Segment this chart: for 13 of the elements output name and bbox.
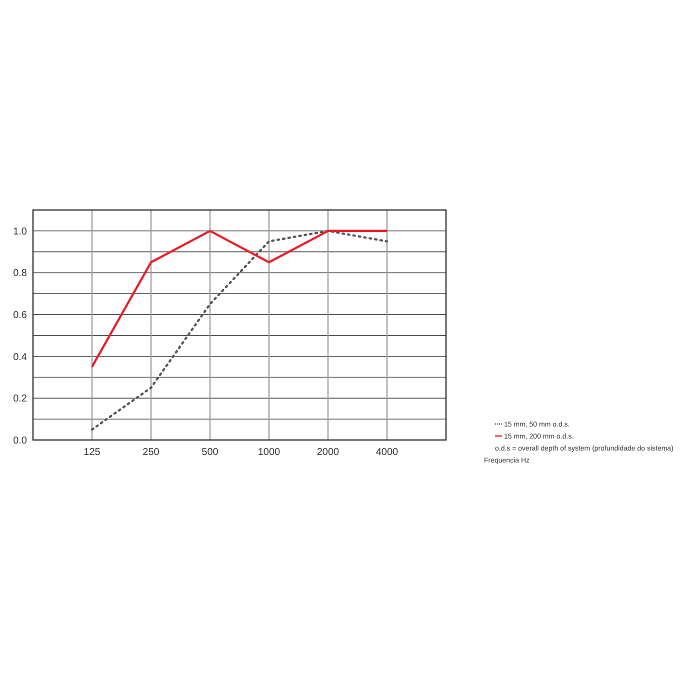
y-tick-label: 0.4 (13, 352, 28, 363)
x-tick-label: 2000 (316, 447, 340, 458)
line-series (90, 230, 388, 431)
x-tick-label: 250 (142, 447, 160, 458)
x-tick-label: 1000 (258, 447, 281, 458)
x-tick-label: 500 (202, 447, 219, 458)
y-tick-label: 0.0 (13, 436, 28, 446)
y-tick-label: 1.0 (13, 226, 28, 238)
y-tick-label: 0.8 (13, 268, 28, 280)
x-tick-label: 4000 (376, 447, 399, 458)
y-tick-label: 0.2 (13, 394, 28, 405)
y-tick-label: 0.6 (13, 310, 28, 322)
x-tick-label: 125 (84, 447, 101, 458)
